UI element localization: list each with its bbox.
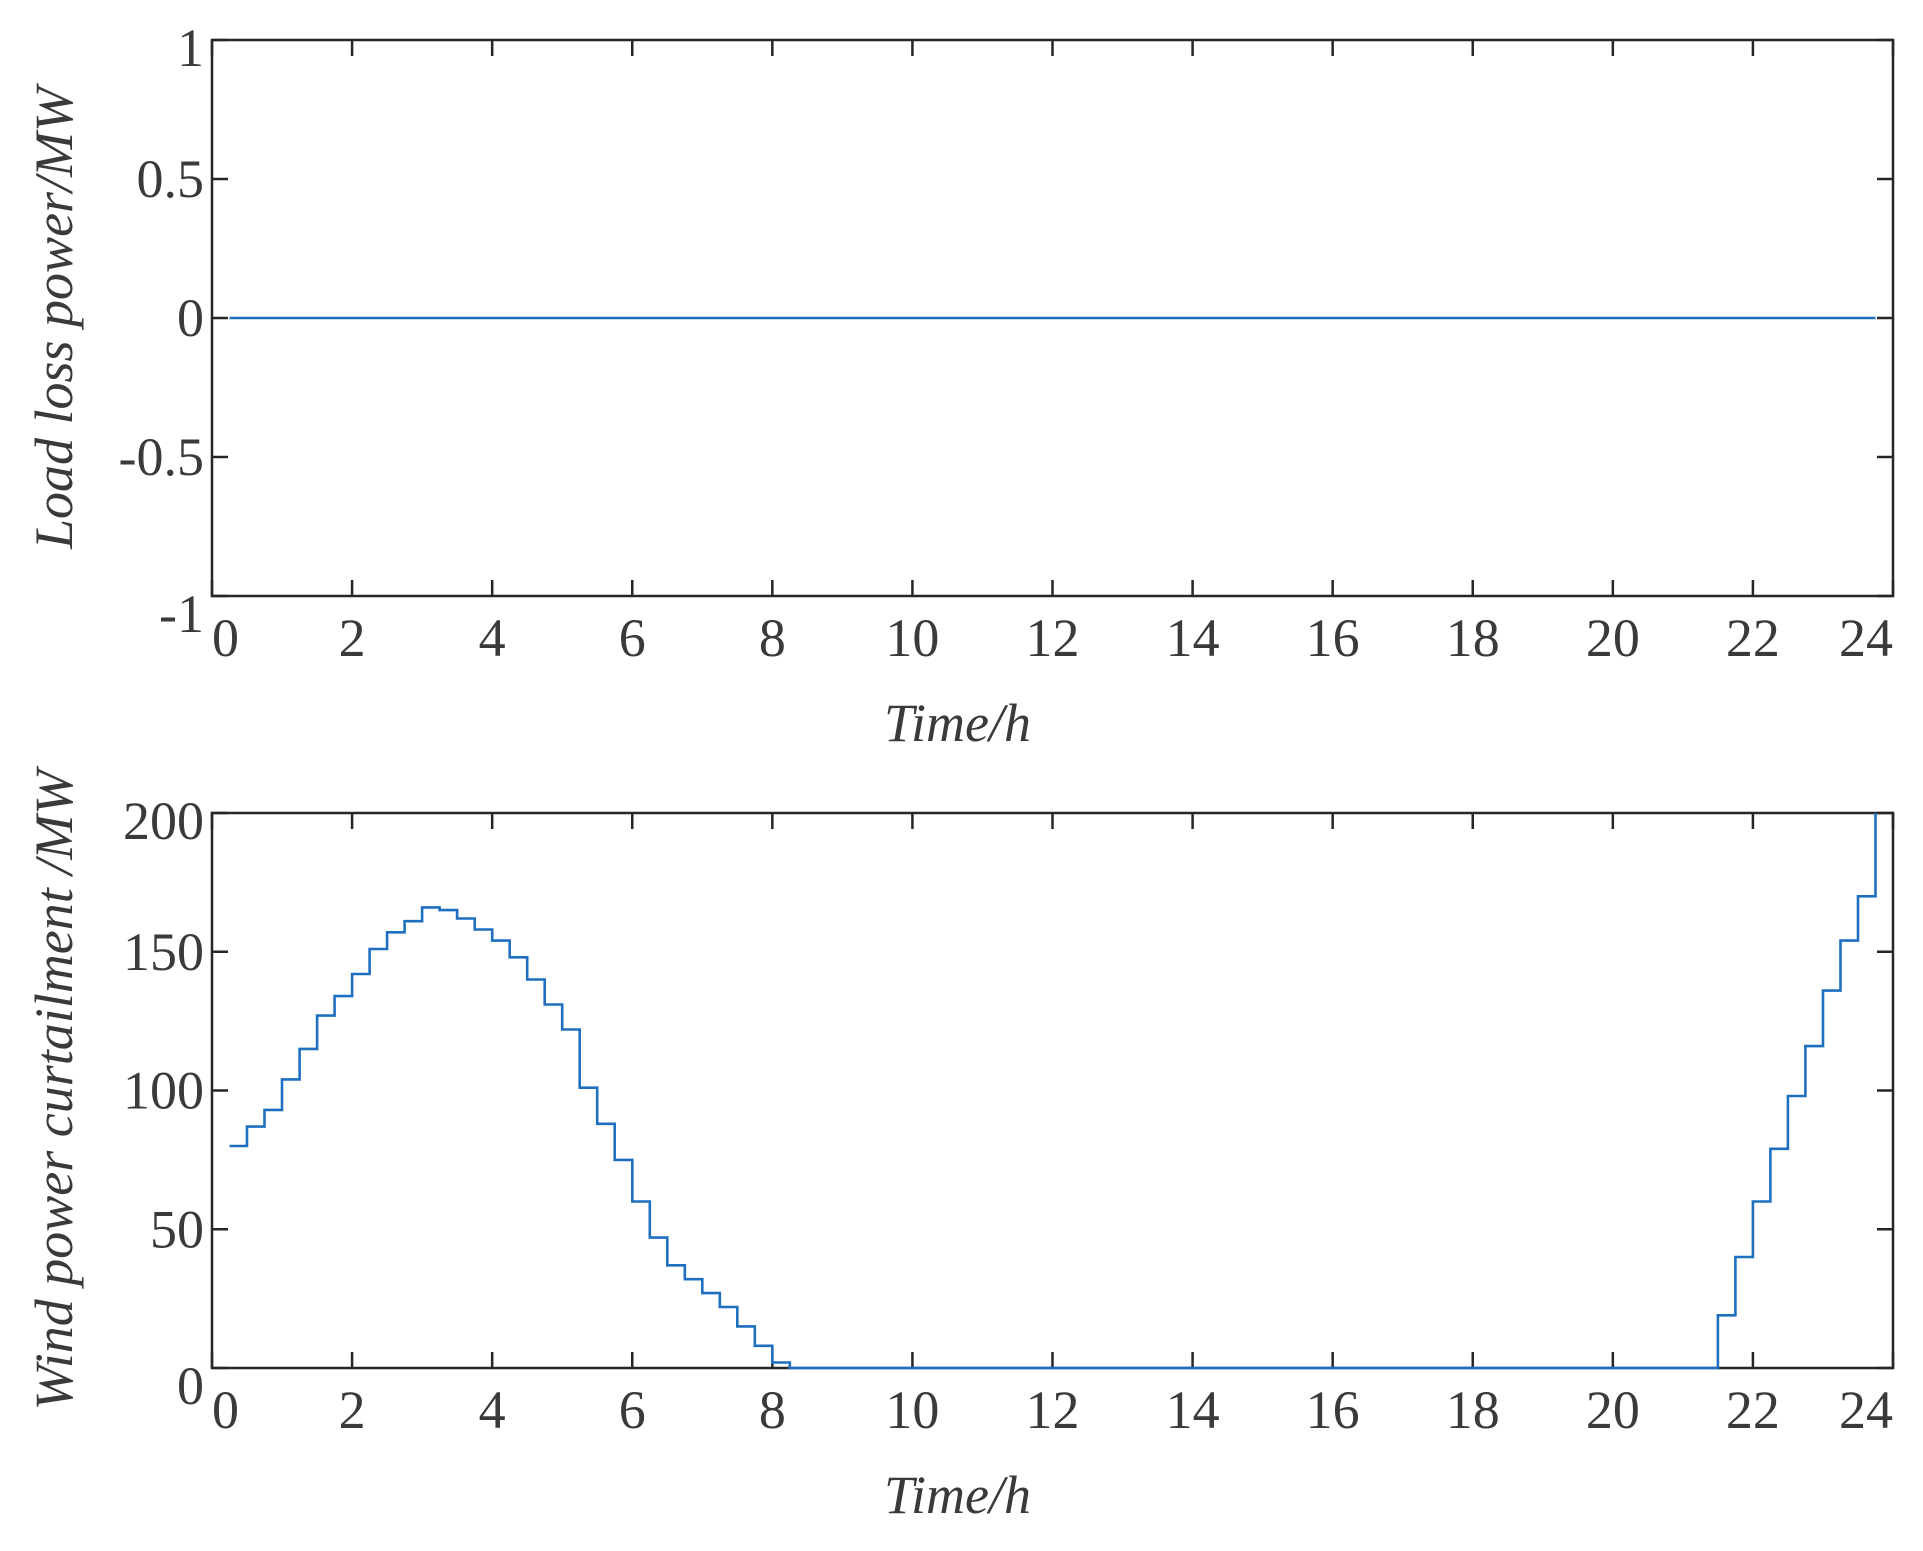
y-tick-label: 0.5: [137, 149, 205, 209]
y-tick-label: 1: [177, 18, 204, 78]
x-tick-label: 18: [1446, 608, 1500, 668]
y-tick-label: 50: [150, 1199, 204, 1259]
x-tick-label: 24: [1839, 608, 1893, 668]
x-tick-label: 16: [1306, 608, 1360, 668]
x-tick-label: 10: [885, 1380, 939, 1440]
x-tick-label: 12: [1026, 608, 1080, 668]
x-tick-label: 14: [1166, 608, 1220, 668]
x-tick-label: 6: [619, 608, 646, 668]
x-tick-label: 4: [479, 1380, 506, 1440]
x-tick-label: 18: [1446, 1380, 1500, 1440]
y-tick-label: 100: [123, 1061, 204, 1121]
x-tick-label: 24: [1839, 1380, 1893, 1440]
y-tick-label: -0.5: [119, 427, 204, 487]
x-tick-label: 4: [479, 608, 506, 668]
x-tick-label: 22: [1726, 608, 1780, 668]
x-tick-label: 22: [1726, 1380, 1780, 1440]
x-tick-label: 0: [212, 1380, 239, 1440]
x-tick-label: 8: [759, 608, 786, 668]
y-tick-label: -1: [159, 584, 204, 644]
series-line: [229, 813, 1877, 1370]
load-loss-chart: 0 2 4 6 8 10 12 14 16 18 20 22 24-1-0.500.51Time/hLo…: [24, 18, 1895, 753]
x-tick-label: 8: [759, 1380, 786, 1440]
x-tick-label: 14: [1166, 1380, 1220, 1440]
y-tick-label: 0: [177, 288, 204, 348]
x-tick-label: 16: [1306, 1380, 1360, 1440]
y-axis-title: Wind power curtailment /MW: [24, 765, 84, 1410]
x-tick-label: 2: [339, 608, 366, 668]
x-tick-label: 10: [885, 608, 939, 668]
x-tick-label: 6: [619, 1380, 646, 1440]
x-tick-label: 12: [1026, 1380, 1080, 1440]
x-tick-label: 20: [1586, 608, 1640, 668]
x-tick-label: 0: [212, 608, 239, 668]
wind-curtailment-chart: 0 2 4 6 8 10 12 14 16 18 20 22 24050100150200Time/hW…: [24, 765, 1895, 1525]
plot-frame: [210, 811, 1895, 1370]
y-tick-label: 200: [123, 791, 204, 851]
x-tick-label: 2: [339, 1380, 366, 1440]
y-tick-label: 150: [123, 922, 204, 982]
x-tick-label: 20: [1586, 1380, 1640, 1440]
y-axis-title: Load loss power/MW: [24, 82, 84, 550]
y-tick-label: 0: [177, 1356, 204, 1416]
x-axis-title: Time/h: [884, 693, 1031, 753]
x-axis-title: Time/h: [884, 1465, 1031, 1525]
